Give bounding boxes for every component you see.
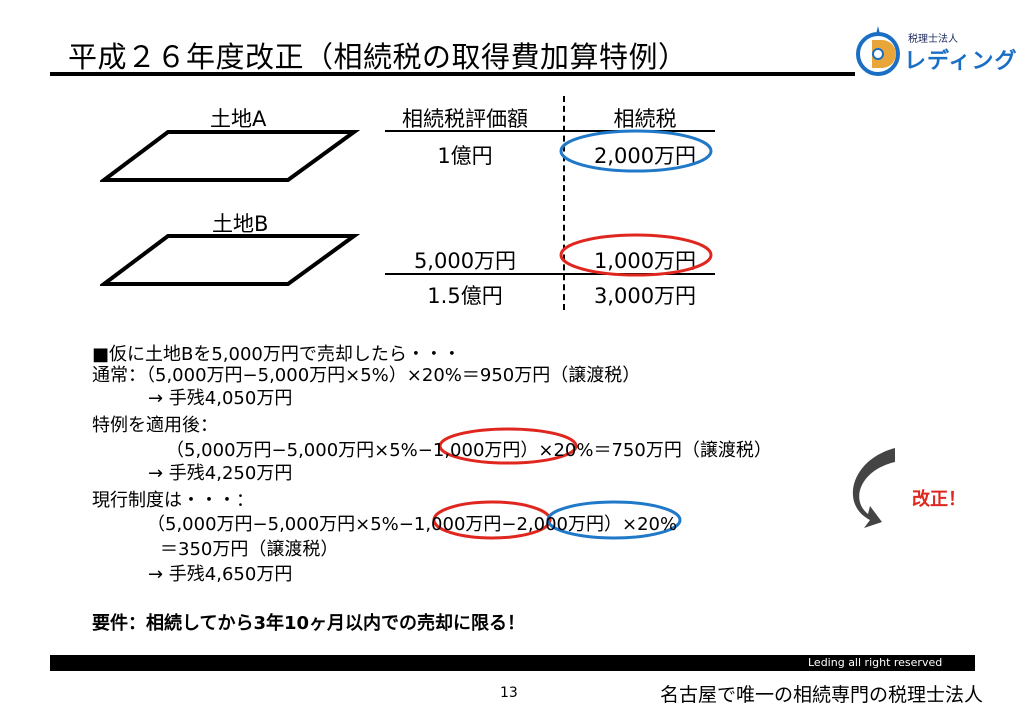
- land-a-shape: [100, 130, 360, 182]
- current-heading: 現行制度は・・・：: [92, 490, 254, 511]
- footer-org-name: 名古屋で唯一の相続専門の税理士法人: [660, 684, 984, 706]
- current-remainder: → 手残4,650万円: [148, 564, 293, 585]
- logo-name: レディング: [904, 49, 1018, 74]
- revision-label: 改正！: [912, 489, 966, 510]
- table-cell: 2,000万円: [593, 144, 697, 168]
- special-calc: （5,000万円−5,000万円×5%−1,000万円）×20%＝750万円（譲…: [166, 440, 772, 461]
- red-circle-line5: [438, 427, 578, 465]
- requirement-note: 要件：相続してから3年10ヶ月以内での売却に限る！: [92, 613, 526, 634]
- land-b-label: 土地B: [212, 212, 269, 236]
- table-cell: 1,000万円: [593, 249, 697, 273]
- footer-bar: [50, 655, 975, 671]
- table-sum-rule: [385, 273, 715, 275]
- current-calc: （5,000万円−5,000万円×5%−1,000万円−2,000万円）×20%: [147, 514, 678, 535]
- red-circle-1000: [559, 233, 713, 277]
- table-header-rule: [385, 130, 715, 132]
- footer-rights: Leding all right reserved: [808, 656, 943, 669]
- title-underline: [50, 72, 855, 76]
- current-tax: ＝350万円（譲渡税）: [160, 539, 339, 560]
- company-logo-icon: [856, 26, 900, 76]
- land-a-label: 土地A: [210, 107, 267, 131]
- revision-arrow-icon: [852, 448, 895, 528]
- table-cell: 5,000万円: [413, 249, 517, 273]
- table-header-tax: 相続税: [613, 107, 677, 131]
- land-b-shape: [100, 234, 360, 286]
- normal-remainder: → 手残4,050万円: [148, 388, 293, 409]
- special-remainder: → 手残4,250万円: [148, 463, 293, 484]
- blue-circle-line8: [546, 500, 682, 540]
- special-heading: 特例を適用後：: [92, 415, 218, 436]
- scenario-intro: ■仮に土地Bを5,000万円で売却したら・・・: [92, 344, 461, 365]
- red-circle-line8: [432, 500, 552, 540]
- table-cell: 1.5億円: [427, 284, 503, 308]
- page-title: 平成２６年度改正（相続税の取得費加算特例）: [68, 40, 688, 74]
- table-cell: 1億円: [437, 144, 493, 168]
- page-number: 13: [500, 685, 518, 701]
- logo-subtitle: 税理士法人: [908, 34, 958, 45]
- table-cell: 3,000万円: [593, 284, 697, 308]
- table-column-divider: [563, 96, 565, 310]
- table-header-valuation: 相続税評価額: [402, 107, 528, 131]
- blue-circle-2000: [559, 129, 713, 173]
- normal-calc: 通常：（5,000万円−5,000万円×5%）×20%＝950万円（譲渡税）: [92, 365, 641, 386]
